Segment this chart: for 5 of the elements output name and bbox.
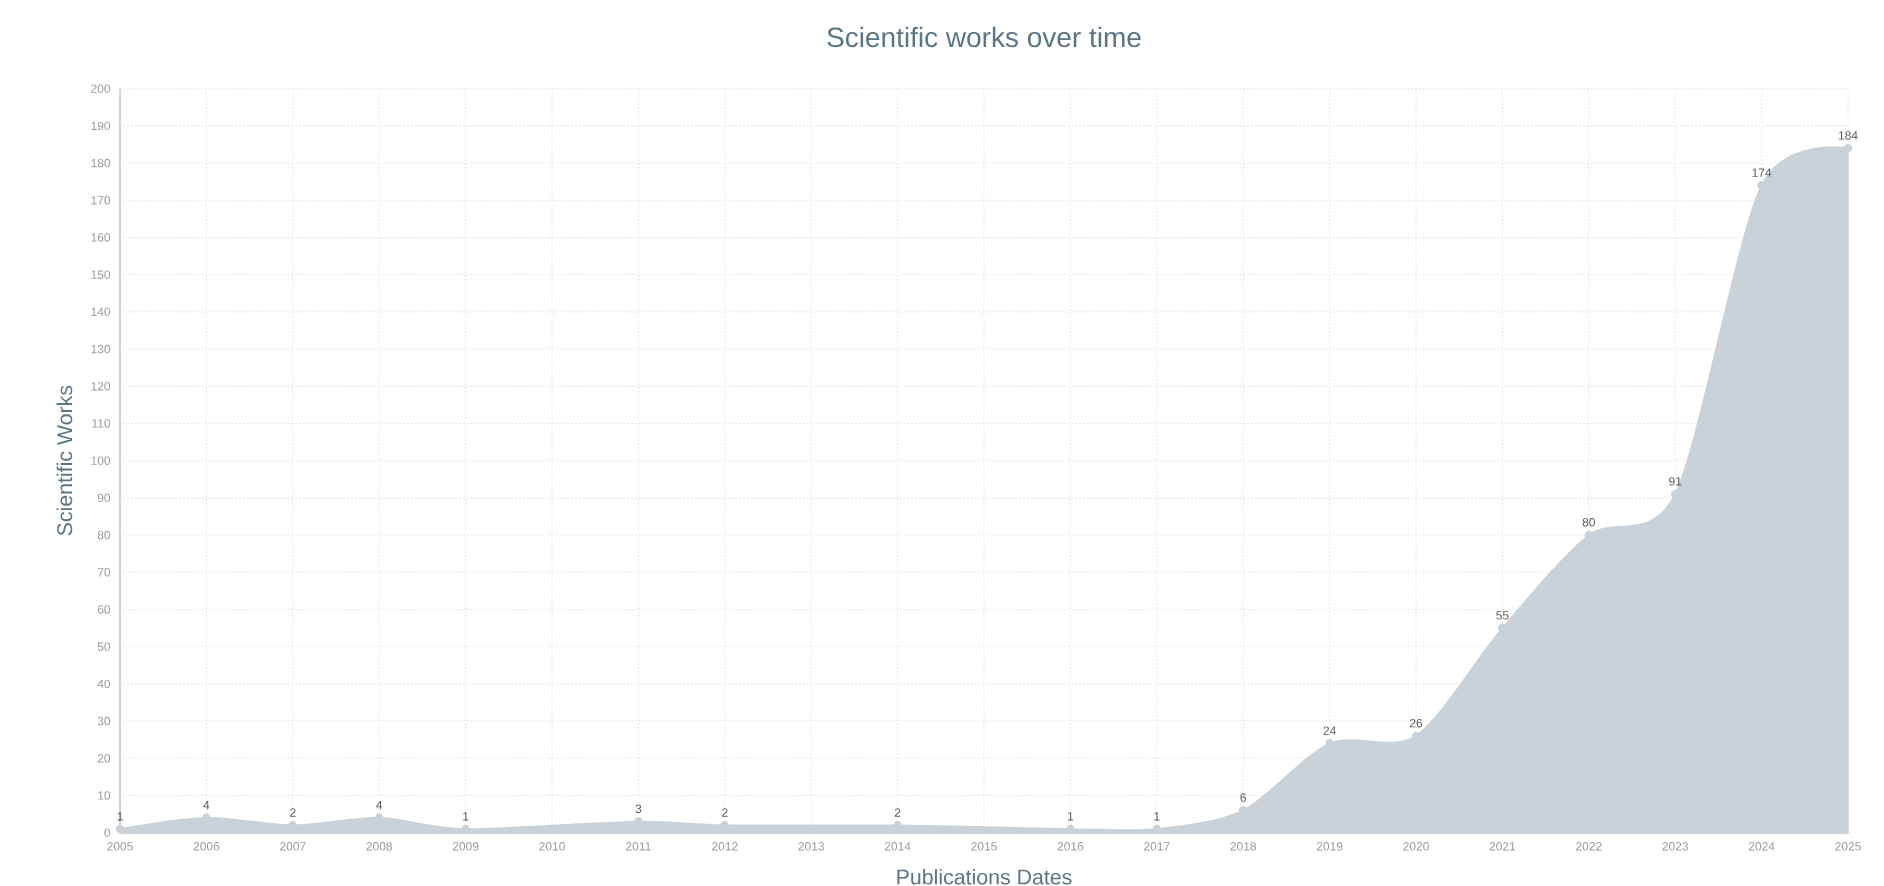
- point: [1843, 143, 1853, 153]
- x-axis-title: Publications Dates: [897, 868, 1072, 885]
- point: [115, 824, 125, 834]
- y-axis-title: Scientific Works: [56, 385, 73, 536]
- chart-title: Scientific works over time: [827, 26, 1141, 48]
